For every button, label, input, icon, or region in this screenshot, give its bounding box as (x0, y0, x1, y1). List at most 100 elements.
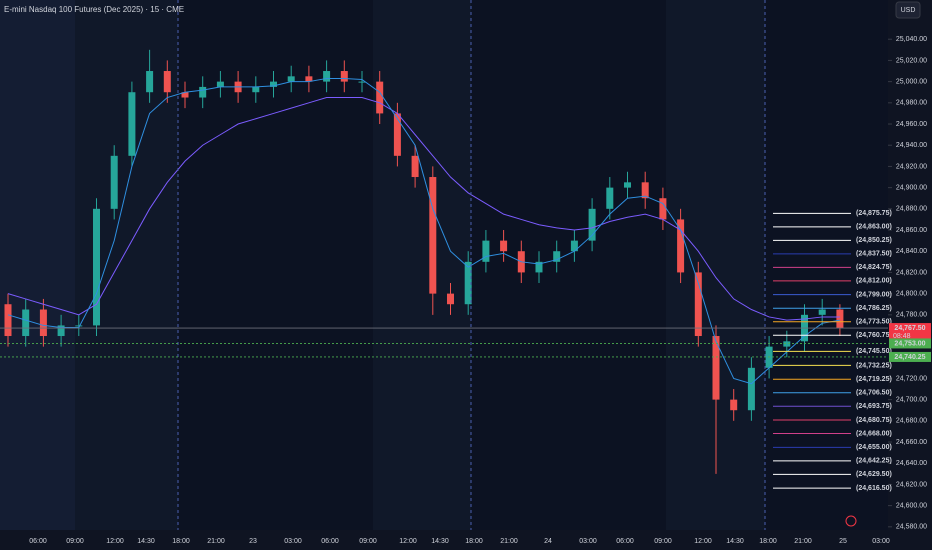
currency-button[interactable] (895, 1, 921, 19)
level-label: (24,732.25) (856, 362, 892, 369)
price-tag-label: 24,753.00 (894, 340, 925, 347)
price-tag-label: 24,767.50 (894, 325, 925, 332)
level-label: (24,837.50) (856, 251, 892, 258)
x-tick-label: 21:00 (207, 538, 225, 545)
x-tick-label: 09:00 (66, 538, 84, 545)
level-label: (24,693.75) (856, 403, 892, 410)
level-label: (24,812.00) (856, 278, 892, 285)
y-tick-label: 24,980.00 (896, 100, 927, 107)
candle-body (747, 367, 755, 411)
price-tag (889, 351, 931, 362)
x-tick-label: 09:00 (359, 538, 377, 545)
candle-body (340, 71, 348, 82)
x-tick-label: 03:00 (872, 538, 890, 545)
y-tick-label: 24,860.00 (896, 227, 927, 234)
candle-body (570, 240, 578, 252)
level-label: (24,719.25) (856, 376, 892, 383)
y-tick-label: 24,580.00 (896, 524, 927, 531)
x-tick-label: 23 (249, 538, 257, 545)
y-tick-label: 25,000.00 (896, 78, 927, 85)
candle-body (553, 251, 561, 262)
y-tick-label: 24,660.00 (896, 439, 927, 446)
y-tick-label: 24,820.00 (896, 269, 927, 276)
y-tick-label: 25,020.00 (896, 57, 927, 64)
x-tick-label: 06:00 (321, 538, 339, 545)
session-band (471, 0, 666, 530)
y-tick-label: 24,680.00 (896, 418, 927, 425)
y-tick-label: 24,960.00 (896, 121, 927, 128)
x-tick-label: 03:00 (579, 538, 597, 545)
y-tick-label: 24,600.00 (896, 502, 927, 509)
x-tick-label: 12:00 (399, 538, 417, 545)
candle-body (429, 177, 437, 294)
level-label: (24,760.75) (856, 332, 892, 339)
candle-body (677, 219, 685, 273)
candle-body (146, 71, 154, 93)
y-tick-label: 24,720.00 (896, 375, 927, 382)
level-label: (24,706.50) (856, 390, 892, 397)
price-tag-label: 24,740.25 (894, 354, 925, 361)
level-label: (24,668.00) (856, 430, 892, 437)
candle-body (624, 182, 631, 188)
level-label: (24,786.25) (856, 305, 892, 312)
level-label: (24,773.50) (856, 319, 892, 326)
price-tag-countdown: 08:48 (893, 333, 911, 340)
moving-average (7, 77, 840, 385)
candle-body (22, 309, 30, 337)
x-tick-label: 12:00 (106, 538, 124, 545)
level-label: (24,863.00) (856, 224, 892, 231)
y-tick-label: 24,700.00 (896, 396, 927, 403)
y-tick-label: 24,880.00 (896, 206, 927, 213)
y-tick-label: 24,840.00 (896, 248, 927, 255)
x-tick-label: 14:30 (431, 538, 449, 545)
candle-body (323, 71, 331, 82)
x-tick-label: 18:00 (172, 538, 190, 545)
y-tick-label: 24,640.00 (896, 460, 927, 467)
y-tick-label: 24,780.00 (896, 312, 927, 319)
candle-body (39, 309, 47, 337)
candle-body (500, 240, 508, 252)
candle-body (393, 113, 401, 156)
candle-body (252, 86, 260, 93)
x-tick-label: 25 (839, 538, 847, 545)
candle-body (464, 261, 472, 305)
candle-body (659, 198, 667, 220)
candle-body (57, 325, 65, 337)
candle-body (358, 81, 366, 83)
level-label: (24,875.75) (856, 210, 892, 217)
x-tick-label: 03:00 (284, 538, 302, 545)
event-icon[interactable] (845, 515, 857, 527)
candle-body (836, 309, 844, 329)
chart-title: E-mini Nasdaq 100 Futures (Dec 2025) · 1… (4, 5, 184, 14)
level-label: (24,850.25) (856, 237, 892, 244)
session-band (0, 0, 75, 530)
candle-body (411, 155, 419, 178)
y-tick-label: 24,620.00 (896, 481, 927, 488)
y-tick-label: 24,900.00 (896, 184, 927, 191)
x-tick-label: 24 (544, 538, 552, 545)
candle-body (447, 293, 454, 305)
candle-body (712, 336, 720, 400)
currency-label[interactable]: USD (901, 7, 916, 14)
level-label: (24,655.00) (856, 444, 892, 451)
candle-body (305, 76, 313, 82)
candle-body (199, 86, 207, 98)
x-tick-label: 12:00 (694, 538, 712, 545)
candle-body (606, 187, 614, 209)
candle-body (4, 304, 12, 337)
price-axis (888, 0, 932, 550)
x-tick-label: 06:00 (616, 538, 634, 545)
candle-body (730, 399, 738, 411)
candle-body (641, 182, 649, 199)
level-label: (24,799.00) (856, 292, 892, 299)
x-tick-label: 06:00 (29, 538, 47, 545)
candle-body (376, 81, 384, 114)
y-tick-label: 24,920.00 (896, 163, 927, 170)
y-tick-label: 24,800.00 (896, 290, 927, 297)
x-tick-label: 14:30 (726, 538, 744, 545)
x-tick-label: 18:00 (465, 538, 483, 545)
candle-body (482, 240, 490, 262)
candle-body (694, 272, 702, 337)
candle-body (287, 76, 295, 82)
